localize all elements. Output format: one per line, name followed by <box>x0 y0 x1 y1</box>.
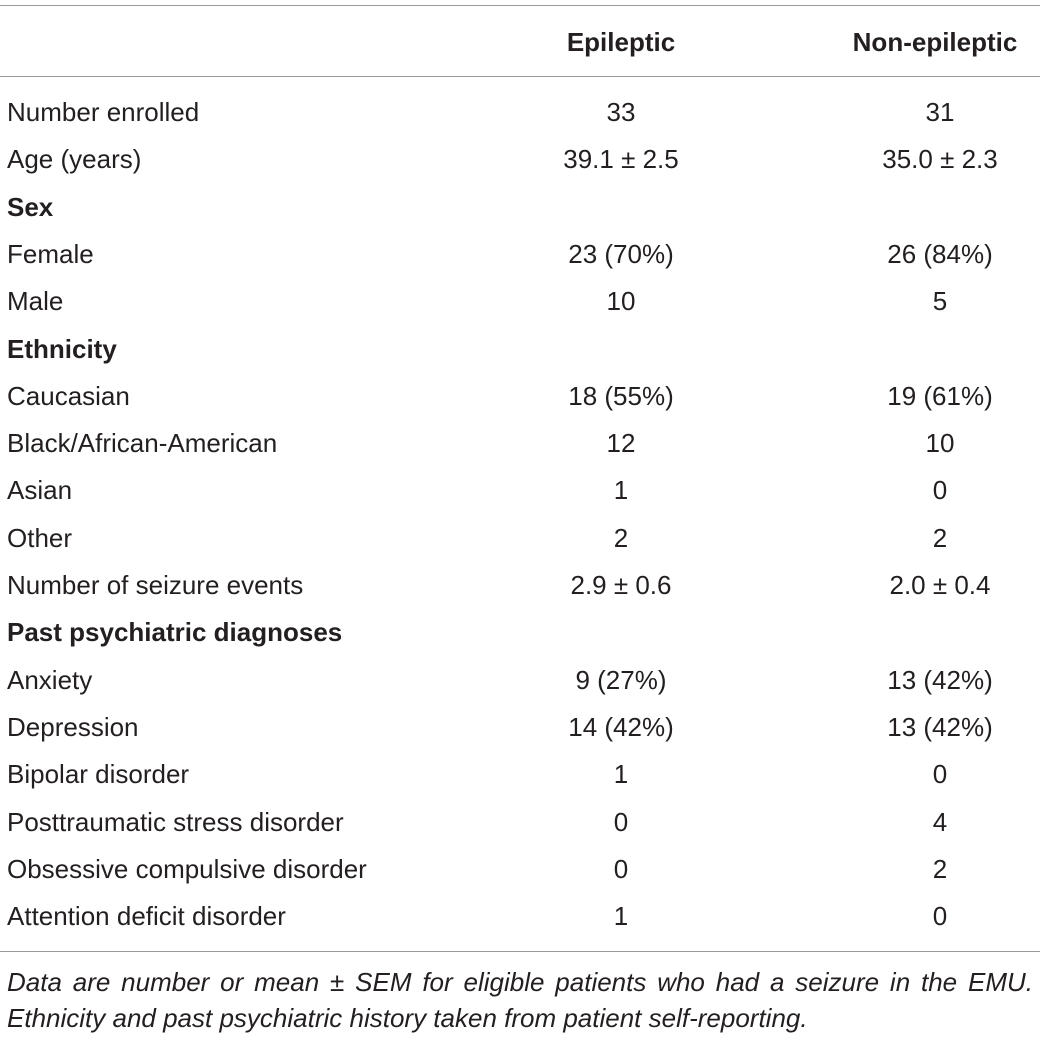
row-label: Other <box>7 522 73 553</box>
row-label: Number enrolled <box>7 97 200 127</box>
row-label: Attention deficit disorder <box>7 901 286 932</box>
cell-value: 35.0 ± 2.3 <box>882 144 998 175</box>
row-label: Number of seizure events <box>7 570 304 600</box>
cell-value: 2 <box>613 522 629 553</box>
column-header: Non-epileptic <box>852 27 1018 57</box>
cell-value: 0 <box>932 901 948 932</box>
cell-value: 0 <box>932 759 948 790</box>
cell-value: 10 <box>925 428 955 459</box>
cell-value: 39.1 ± 2.5 <box>563 144 679 175</box>
row-label: Male <box>7 286 64 317</box>
row-label: Caucasian <box>7 380 130 411</box>
row-label: Posttraumatic stress disorder <box>7 806 344 837</box>
cell-value: 0 <box>613 853 629 884</box>
cell-value: 2.0 ± 0.4 <box>889 570 991 600</box>
top-rule <box>0 5 1040 6</box>
cell-value: 2 <box>932 522 948 553</box>
bottom-rule <box>0 951 1040 952</box>
cell-value: 12 <box>606 428 636 459</box>
cell-value: 13 (42%) <box>887 711 993 742</box>
section-heading: Sex <box>7 191 54 222</box>
footnote: Data are number or mean ± SEM for eligib… <box>7 967 1033 1033</box>
row-label: Anxiety <box>7 664 93 695</box>
cell-value: 31 <box>925 97 955 127</box>
row-label: Depression <box>7 711 139 742</box>
cell-value: 4 <box>932 806 948 837</box>
cell-value: 2.9 ± 0.6 <box>570 570 672 600</box>
cell-value: 2 <box>932 853 948 884</box>
row-label: Female <box>7 238 94 269</box>
cell-value: 23 (70%) <box>568 238 674 269</box>
row-label: Asian <box>7 475 73 506</box>
row-label: Obsessive compulsive disorder <box>7 853 367 884</box>
row-label: Black/African-American <box>7 428 278 459</box>
cell-value: 1 <box>613 475 629 506</box>
row-label: Age (years) <box>7 144 142 175</box>
row-label: Bipolar disorder <box>7 759 190 790</box>
section-heading: Ethnicity <box>7 333 117 364</box>
cell-value: 1 <box>613 759 629 790</box>
cell-value: 19 (61%) <box>887 380 993 411</box>
cell-value: 26 (84%) <box>887 238 993 269</box>
cell-value: 1 <box>613 901 629 932</box>
cell-value: 5 <box>932 286 948 317</box>
cell-value: 13 (42%) <box>887 664 993 695</box>
cell-value: 9 (27%) <box>575 664 667 695</box>
cell-value: 0 <box>932 475 948 506</box>
cell-value: 0 <box>613 806 629 837</box>
cell-value: 10 <box>606 286 636 317</box>
cell-value: 14 (42%) <box>568 711 674 742</box>
cell-value: 33 <box>606 97 636 127</box>
column-header: Epileptic <box>566 27 676 57</box>
section-heading: Past psychiatric diagnoses <box>7 617 343 648</box>
cell-value: 18 (55%) <box>568 380 674 411</box>
header-rule <box>0 76 1040 77</box>
